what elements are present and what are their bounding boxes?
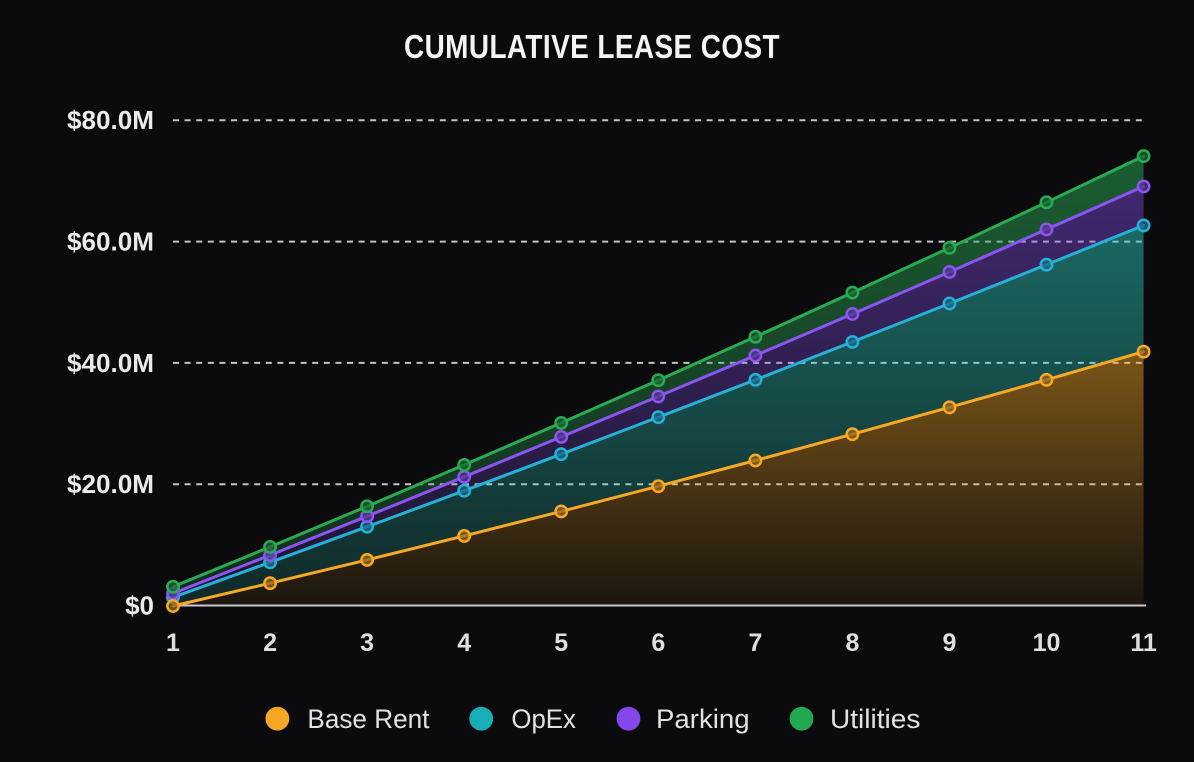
svg-text:1: 1 bbox=[166, 629, 180, 657]
svg-text:8: 8 bbox=[845, 629, 859, 657]
svg-text:4: 4 bbox=[457, 629, 471, 657]
svg-text:Parking: Parking bbox=[656, 704, 750, 734]
svg-text:6: 6 bbox=[651, 629, 665, 657]
svg-text:Base Rent: Base Rent bbox=[307, 704, 429, 734]
svg-text:9: 9 bbox=[943, 629, 957, 657]
svg-text:CUMULATIVE LEASE COST: CUMULATIVE LEASE COST bbox=[404, 28, 780, 65]
svg-text:Utilities: Utilities bbox=[830, 704, 920, 734]
svg-text:2: 2 bbox=[263, 629, 277, 657]
svg-text:11: 11 bbox=[1130, 629, 1157, 657]
svg-text:$60.0M: $60.0M bbox=[67, 227, 154, 257]
svg-text:10: 10 bbox=[1033, 629, 1061, 657]
svg-text:$40.0M: $40.0M bbox=[67, 348, 154, 378]
svg-text:$0: $0 bbox=[125, 590, 154, 620]
svg-text:OpEx: OpEx bbox=[511, 704, 576, 734]
svg-text:3: 3 bbox=[360, 629, 374, 657]
svg-text:7: 7 bbox=[748, 629, 762, 657]
svg-text:$80.0M: $80.0M bbox=[67, 105, 154, 135]
svg-text:5: 5 bbox=[554, 629, 568, 657]
svg-text:$20.0M: $20.0M bbox=[67, 469, 154, 499]
